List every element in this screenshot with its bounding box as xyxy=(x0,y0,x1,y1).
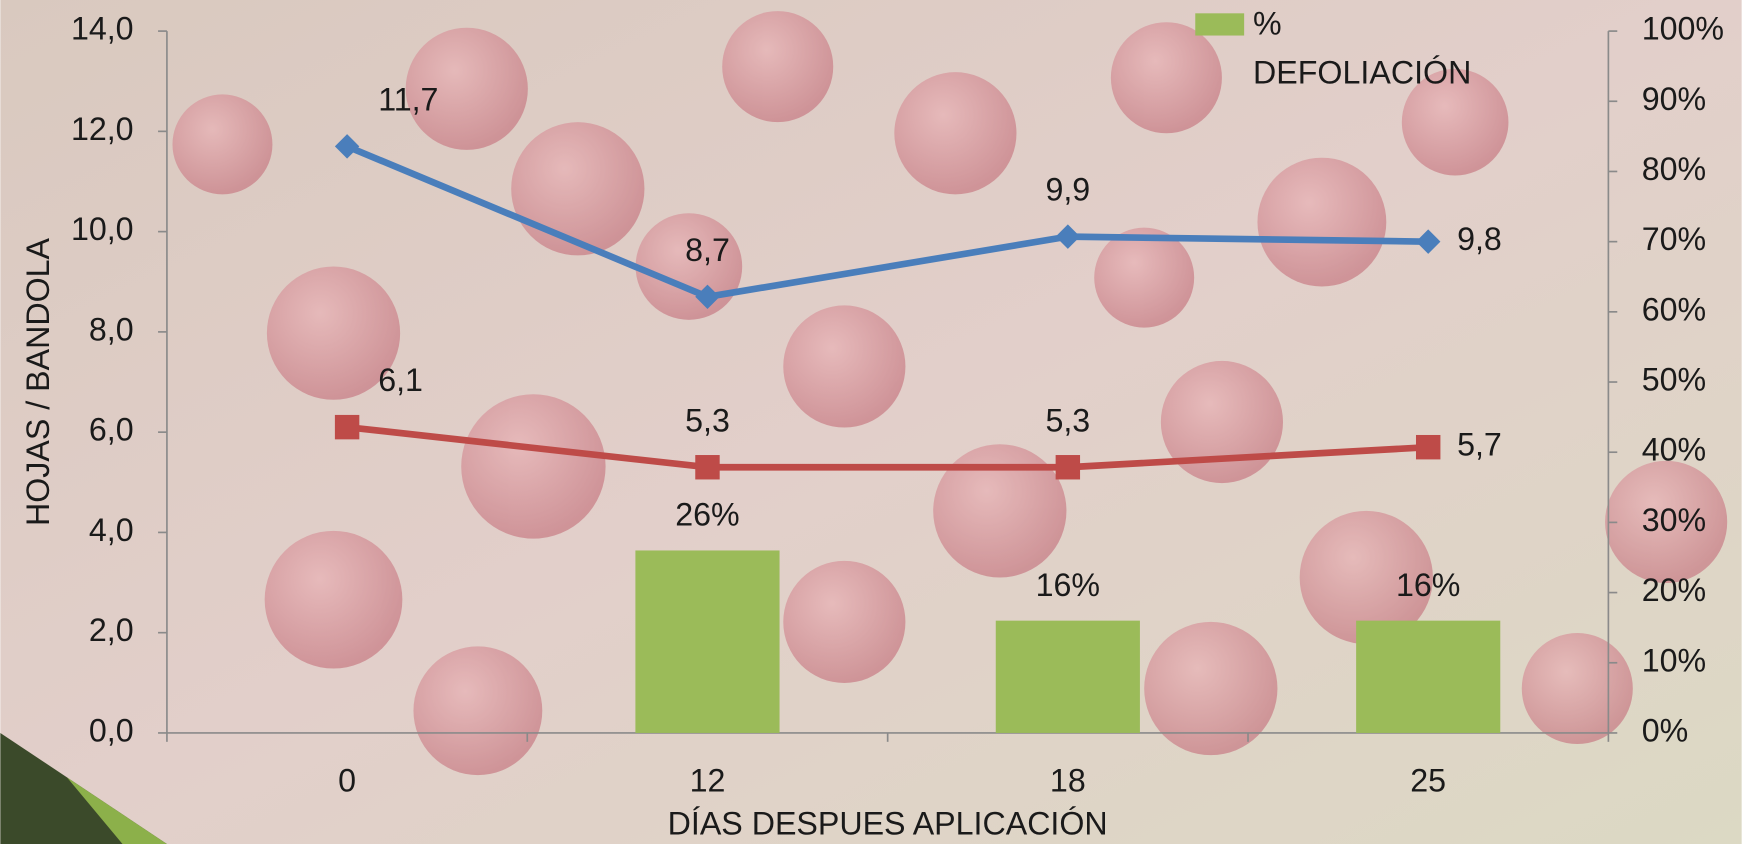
line-value-label: 9,8 xyxy=(1457,221,1502,257)
x-tick-label: 18 xyxy=(1050,762,1086,798)
bar-value-label: 26% xyxy=(675,497,739,533)
legend-label-box: % DEFOLIACIÓN xyxy=(1253,0,1497,155)
page: {"chart_data": { "type": "combo", "x_tit… xyxy=(0,0,1742,844)
y-tick-label: 8,0 xyxy=(89,311,134,347)
line-value-label: 8,7 xyxy=(685,232,730,268)
y2-tick-label: 100% xyxy=(1642,11,1724,47)
line-value-label: 11,7 xyxy=(378,81,438,117)
line-marker xyxy=(695,455,719,479)
line-marker xyxy=(1416,435,1440,459)
y2-tick-label: 10% xyxy=(1642,642,1706,678)
legend-label: % DEFOLIACIÓN xyxy=(1253,0,1475,98)
x-tick-label: 0 xyxy=(338,762,356,798)
y-tick-label: 10,0 xyxy=(71,211,134,247)
y2-tick-label: 50% xyxy=(1642,362,1706,398)
line-value-label: 5,7 xyxy=(1457,427,1502,463)
y2-tick-label: 20% xyxy=(1642,572,1706,608)
x-axis-title: DÍAS DESPUES APLICACIÓN xyxy=(668,806,1108,842)
line-marker xyxy=(1056,455,1080,479)
y-tick-label: 0,0 xyxy=(89,712,134,748)
y-tick-label: 4,0 xyxy=(89,512,134,548)
y2-tick-label: 60% xyxy=(1642,291,1706,327)
line-value-label: 5,3 xyxy=(1045,402,1090,438)
y-tick-label: 12,0 xyxy=(71,111,134,147)
y-axis-title: HOJAS / BANDOLA xyxy=(20,238,56,527)
line-value-label: 6,1 xyxy=(378,362,423,398)
y2-tick-label: 30% xyxy=(1642,502,1706,538)
line-value-label: 5,3 xyxy=(685,402,730,438)
y-tick-label: 2,0 xyxy=(89,612,134,648)
x-tick-label: 12 xyxy=(690,762,726,798)
y2-tick-label: 70% xyxy=(1642,221,1706,257)
bar xyxy=(635,550,779,732)
line-marker xyxy=(335,415,359,439)
y-tick-label: 6,0 xyxy=(89,412,134,448)
x-tick-label: 25 xyxy=(1410,762,1446,798)
bar-value-label: 16% xyxy=(1036,567,1100,603)
line-value-label: 9,9 xyxy=(1045,172,1090,208)
bar xyxy=(1356,621,1500,733)
y2-tick-label: 90% xyxy=(1642,81,1706,117)
legend-swatch xyxy=(1195,13,1244,35)
y2-tick-label: 0% xyxy=(1642,712,1689,748)
bar xyxy=(996,621,1140,733)
bar-value-label: 16% xyxy=(1396,567,1460,603)
y2-tick-label: 80% xyxy=(1642,151,1706,187)
chart: HOJAS / BANDOLA DÍAS DESPUES APLICACIÓN … xyxy=(0,0,1742,844)
y-tick-label: 14,0 xyxy=(71,11,134,47)
y2-tick-label: 40% xyxy=(1642,432,1706,468)
